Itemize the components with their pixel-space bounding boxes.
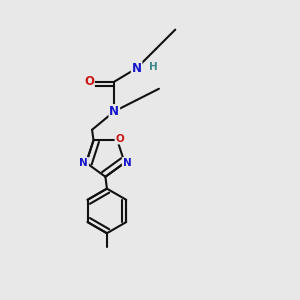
Text: N: N — [109, 105, 119, 118]
Text: N: N — [132, 62, 142, 75]
Text: H: H — [148, 62, 157, 72]
Text: O: O — [115, 134, 124, 144]
Text: O: O — [84, 75, 94, 88]
Text: N: N — [80, 158, 88, 168]
Text: N: N — [123, 158, 131, 168]
